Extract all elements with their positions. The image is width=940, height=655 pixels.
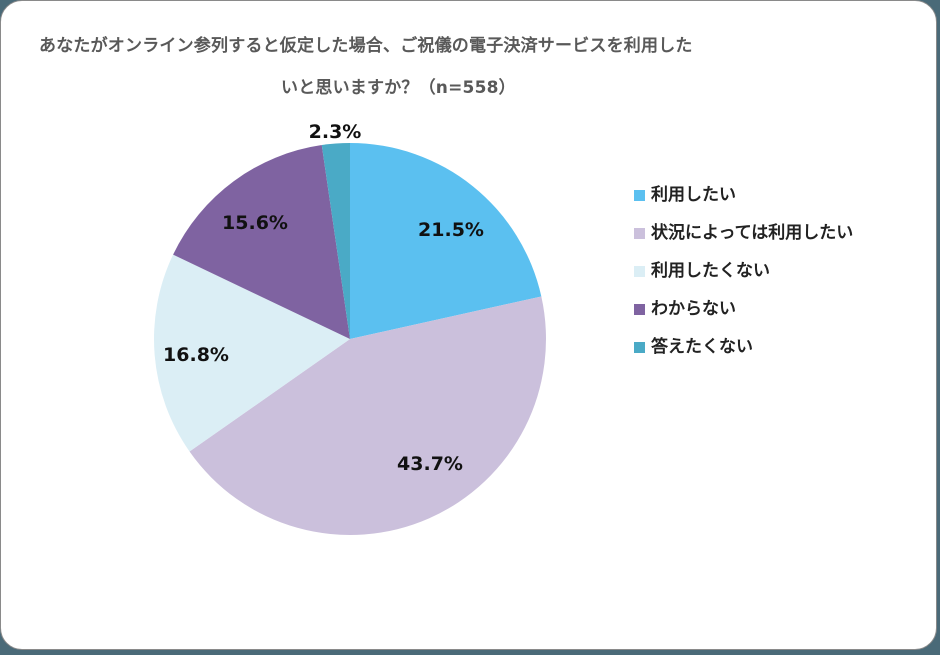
legend-item: 利用したくない [634,249,853,287]
legend-label: 利用したくない [651,260,770,281]
pie-slice [173,145,350,339]
slice-label-kotaetakunai: 2.3% [309,121,362,143]
pie-slices [153,143,546,535]
chart-title-line1: あなたがオンライン参列すると仮定した場合、ご祝儀の電子決済サービスを利用した [39,36,693,56]
legend-item: 利用したい [634,173,853,211]
slice-label-shitakunai: 16.8% [163,344,229,366]
legend-label: 答えたくない [651,336,753,357]
legend-item: 答えたくない [634,325,853,363]
legend-item: わからない [634,287,853,325]
pie-slice [153,254,350,452]
legend-item: 状況によっては利用したい [634,211,853,249]
legend-swatch-square-icon [634,265,645,277]
legend-label: 利用したい [651,184,736,205]
legend-label: わからない [651,298,736,319]
legend-swatch-square-icon [634,303,645,315]
slice-label-wakaranai: 15.6% [222,212,288,234]
legend-swatch-square-icon [634,189,645,201]
legend-swatch-square-icon [634,227,645,239]
legend-swatch-square-icon [634,341,645,353]
pie-slice [189,296,546,535]
pie-slice [350,143,542,339]
slice-label-joukyou: 43.7% [397,453,463,475]
chart-legend: 利用したい 状況によっては利用したい 利用したくない わからない 答えたくない [634,173,853,363]
chart-title-line2: いと思いますか？（n=558） [281,78,516,98]
legend-label: 状況によっては利用したい [651,222,854,243]
pie-slice [321,143,350,339]
slice-label-riyou-shitai: 21.5% [418,219,484,241]
